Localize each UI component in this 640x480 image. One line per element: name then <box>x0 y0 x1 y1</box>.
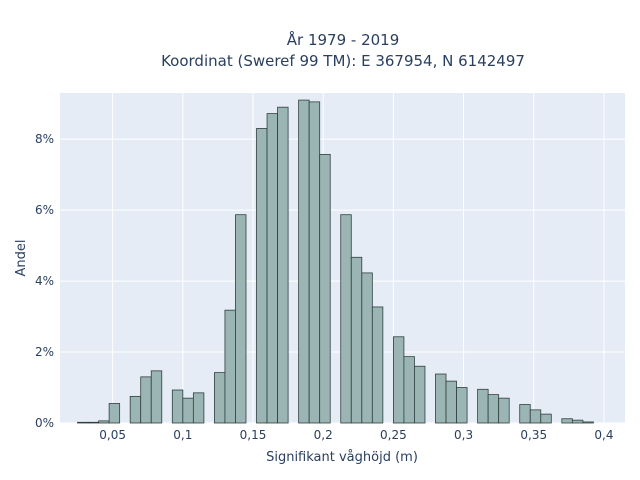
histogram-bar <box>582 421 594 424</box>
histogram-bar <box>214 372 226 424</box>
x-tick-label: 0,35 <box>520 428 547 442</box>
histogram-bar <box>140 376 152 424</box>
x-tick-label: 0,2 <box>314 428 333 442</box>
histogram-bar <box>224 309 236 424</box>
histogram-bar <box>87 421 100 424</box>
y-tick-label: 8% <box>35 132 54 146</box>
y-tick-label: 6% <box>35 203 54 217</box>
histogram-bar <box>392 336 405 424</box>
histogram-bar <box>108 403 121 424</box>
histogram-bar <box>371 306 384 424</box>
histogram-bar <box>171 389 184 424</box>
histogram-bar <box>487 394 500 424</box>
histogram-bar <box>277 106 289 424</box>
x-axis-ticks: 0,05 0,1 0,15 0,2 0,25 0,3 0,35 0,4 <box>99 428 613 442</box>
histogram-bar <box>266 113 278 424</box>
histogram-bar <box>256 128 268 424</box>
histogram-bar <box>350 256 363 424</box>
histogram-bar <box>361 272 373 424</box>
histogram-bar <box>445 380 457 424</box>
chart-title-line2: Koordinat (Sweref 99 TM): E 367954, N 61… <box>161 52 525 70</box>
y-axis-ticks: 0% 2% 4% 6% 8% <box>35 132 54 430</box>
y-tick-label: 4% <box>35 274 54 288</box>
histogram-bar <box>403 356 415 424</box>
histogram-bar <box>192 392 205 424</box>
histogram-bar <box>129 395 142 424</box>
x-tick-label: 0,05 <box>99 428 126 442</box>
histogram-bar <box>182 397 194 424</box>
histogram-bar <box>319 153 331 424</box>
x-tick-label: 0,1 <box>173 428 192 442</box>
histogram-bar <box>477 388 489 424</box>
y-tick-label: 0% <box>35 416 54 430</box>
y-tick-label: 2% <box>35 345 54 359</box>
histogram-bar <box>456 387 468 424</box>
histogram-bar <box>561 418 573 424</box>
histogram-bar <box>571 419 584 424</box>
x-axis-title: Signifikant våghöjd (m) <box>266 450 418 465</box>
histogram-bar <box>498 397 510 424</box>
histogram-bar <box>235 214 247 424</box>
histogram-bar <box>308 101 321 424</box>
y-axis-title: Andel <box>14 240 29 277</box>
histogram-bar <box>529 409 542 424</box>
x-tick-label: 0,15 <box>240 428 267 442</box>
histogram-bar <box>98 420 110 424</box>
histogram-bar <box>435 373 447 424</box>
histogram-bar <box>298 99 310 424</box>
histogram-bar <box>340 214 352 424</box>
chart-title-line1: År 1979 - 2019 <box>287 30 400 49</box>
histogram-bar <box>77 421 89 424</box>
histogram-bar <box>540 413 552 424</box>
bars <box>77 99 594 424</box>
histogram-bar <box>414 365 426 424</box>
x-tick-label: 0,25 <box>380 428 407 442</box>
histogram-bar <box>150 370 163 424</box>
histogram-bar <box>519 404 531 424</box>
x-tick-label: 0,3 <box>454 428 473 442</box>
x-tick-label: 0,4 <box>594 428 613 442</box>
